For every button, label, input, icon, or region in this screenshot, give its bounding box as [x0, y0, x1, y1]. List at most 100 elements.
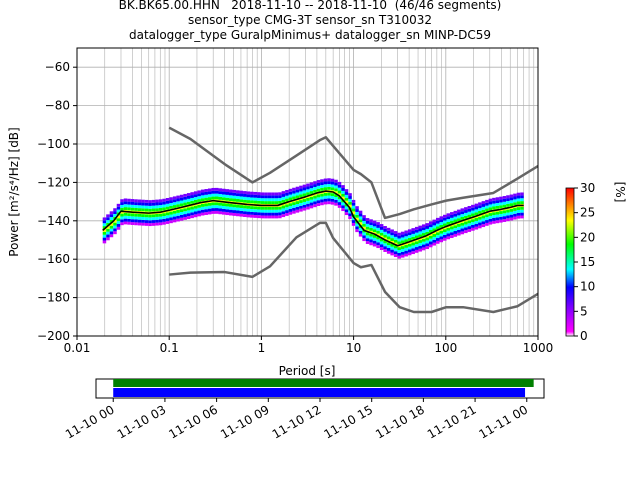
psd-density-cell	[474, 220, 479, 224]
psd-density-cell	[516, 212, 521, 216]
psd-density-cell	[432, 225, 437, 229]
psd-density-cell	[467, 220, 472, 224]
psd-density-cell	[127, 198, 131, 202]
psd-density-cell	[464, 212, 468, 216]
psd-density-cell	[474, 223, 479, 227]
psd-density-cell	[509, 217, 514, 221]
psd-density-cell	[443, 234, 447, 238]
psd-density-cell	[453, 231, 458, 234]
psd-density-cell	[439, 230, 444, 234]
psd-density-cell	[351, 222, 356, 226]
psd-density-cell	[330, 178, 335, 182]
psd-density-cell	[453, 219, 458, 223]
psd-density-cell	[113, 214, 117, 217]
psd-density-cell	[446, 221, 451, 225]
psd-density-cell	[278, 212, 282, 216]
psd-density-cell	[428, 221, 433, 225]
psd-density-cell	[285, 204, 289, 208]
psd-density-cell	[232, 189, 237, 193]
psd-density-cell	[120, 202, 124, 205]
psd-density-cell	[513, 193, 517, 197]
psd-density-cell	[267, 195, 272, 199]
psd-density-cell	[418, 231, 422, 235]
psd-density-cell	[193, 199, 198, 203]
psd-density-cell	[278, 192, 282, 196]
psd-density-cell	[299, 188, 303, 192]
psd-density-cell	[288, 203, 293, 207]
psd-density-cell	[383, 243, 387, 247]
psd-density-cell	[186, 213, 191, 217]
psd-density-cell	[102, 220, 107, 224]
psd-density-cell	[271, 215, 275, 219]
y-tick-label: −60	[45, 60, 70, 74]
plot-frame	[76, 47, 539, 337]
psd-density-cell	[471, 210, 475, 214]
psd-density-cell	[253, 191, 258, 195]
psd-density-cell	[443, 214, 447, 218]
psd-density-cell	[414, 244, 419, 248]
psd-density-cell	[330, 184, 335, 188]
psd-density-cell	[295, 203, 300, 207]
psd-density-cell	[467, 223, 472, 227]
psd-density-cell	[411, 233, 415, 237]
psd-density-cell	[292, 205, 296, 208]
psd-density-cell	[239, 213, 244, 217]
psd-density-cell	[516, 209, 521, 213]
psd-density-cell	[516, 195, 521, 199]
psd-density-cell	[144, 202, 149, 206]
psd-density-cell	[471, 227, 475, 231]
psd-density-cell	[425, 228, 429, 232]
timeline-tick-label: 11-10 03	[115, 402, 169, 441]
psd-density-cell	[162, 218, 166, 222]
psd-density-cell	[246, 197, 251, 201]
psd-density-cell	[295, 186, 300, 190]
psd-density-cell	[155, 208, 159, 212]
psd-density-cell	[148, 217, 152, 221]
psd-density-cell	[488, 198, 493, 202]
psd-density-cell	[197, 213, 201, 217]
psd-density-cell	[330, 198, 335, 202]
timeline-tick-label: 11-10 09	[218, 402, 272, 441]
psd-density-cell	[330, 187, 335, 191]
psd-density-cell	[344, 197, 349, 201]
psd-density-cell	[260, 195, 265, 199]
psd-density-cell	[158, 207, 163, 211]
psd-density-cell	[313, 198, 317, 202]
psd-density-cell	[151, 214, 156, 218]
psd-density-cell	[418, 242, 422, 246]
psd-density-cell	[464, 210, 468, 213]
psd-density-cell	[407, 249, 412, 253]
psd-density-cell	[162, 201, 166, 205]
psd-density-cell	[144, 205, 149, 209]
psd-density-cell	[218, 202, 222, 206]
psd-density-cell	[292, 196, 296, 200]
psd-density-cell	[250, 208, 254, 212]
psd-density-cell	[250, 194, 254, 198]
psd-density-cell	[474, 203, 479, 207]
psd-density-cell	[264, 198, 268, 202]
psd-density-cell	[232, 192, 237, 196]
psd-density-cell	[376, 233, 380, 237]
psd-density-cell	[425, 231, 429, 235]
psd-density-cell	[239, 196, 244, 200]
psd-density-cell	[485, 199, 489, 203]
psd-density-cell	[418, 240, 422, 243]
psd-density-cell	[344, 194, 349, 198]
psd-density-cell	[130, 199, 135, 202]
psd-density-cell	[467, 226, 472, 230]
psd-density-cell	[421, 227, 426, 231]
psd-density-cell	[141, 216, 145, 220]
psd-density-cell	[439, 239, 444, 243]
psd-density-cell	[190, 200, 194, 204]
psd-density-cell	[376, 222, 380, 226]
psd-density-cell	[450, 214, 454, 218]
psd-density-cell	[355, 226, 359, 230]
psd-density-cell	[393, 231, 398, 234]
psd-density-cell	[383, 226, 387, 229]
psd-density-cell	[278, 209, 282, 213]
psd-density-cell	[393, 254, 398, 258]
psd-density-cell	[158, 222, 163, 226]
psd-density-cell	[516, 215, 521, 219]
psd-density-cell	[243, 214, 247, 217]
psd-density-cell	[320, 196, 324, 200]
